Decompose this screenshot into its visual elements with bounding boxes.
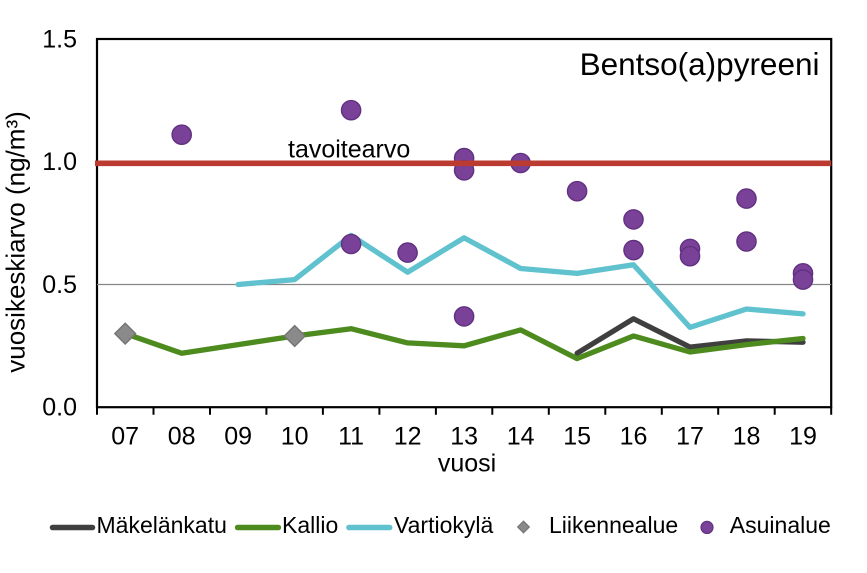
svg-text:11: 11: [338, 423, 364, 451]
svg-text:tavoitearvo: tavoitearvo: [288, 136, 410, 164]
svg-text:1.5: 1.5: [42, 26, 77, 54]
svg-text:14: 14: [507, 423, 535, 451]
svg-text:0.0: 0.0: [42, 394, 77, 422]
svg-text:10: 10: [281, 423, 309, 451]
svg-text:12: 12: [394, 423, 422, 451]
svg-text:Vartiokylä: Vartiokylä: [394, 512, 493, 538]
svg-text:vuosi: vuosi: [438, 450, 496, 478]
svg-text:18: 18: [733, 423, 761, 451]
svg-text:17: 17: [676, 423, 704, 451]
svg-text:16: 16: [620, 423, 648, 451]
svg-text:13: 13: [450, 423, 478, 451]
svg-text:Liikennealue: Liikennealue: [549, 512, 678, 538]
svg-text:Asuinalue: Asuinalue: [730, 512, 831, 538]
svg-text:0.5: 0.5: [42, 271, 77, 299]
svg-text:07: 07: [111, 423, 139, 451]
svg-text:Kallio: Kallio: [282, 512, 338, 538]
svg-text:Bentso(a)pyreeni: Bentso(a)pyreeni: [580, 46, 820, 82]
svg-text:15: 15: [563, 423, 591, 451]
svg-text:19: 19: [789, 423, 817, 451]
svg-text:1.0: 1.0: [42, 148, 77, 176]
svg-text:08: 08: [168, 423, 196, 451]
svg-text:09: 09: [224, 423, 252, 451]
svg-text:Mäkelänkatu: Mäkelänkatu: [97, 512, 227, 538]
svg-text:vuosikeskiarvo (ng/m³): vuosikeskiarvo (ng/m³): [1, 111, 31, 373]
